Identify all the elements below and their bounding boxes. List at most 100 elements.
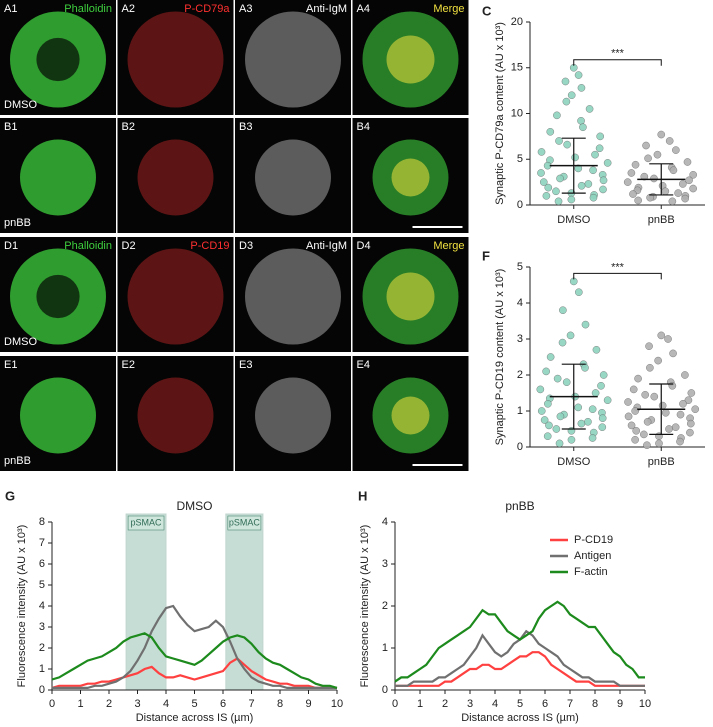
cell-signal: [245, 11, 341, 108]
cell-signal: [386, 35, 435, 84]
data-point: [674, 189, 682, 197]
x-tick-label: 4: [163, 698, 169, 710]
chart-title: pnBB: [505, 499, 534, 513]
data-point: [537, 169, 545, 177]
data-point: [687, 389, 696, 397]
data-point: [577, 117, 585, 125]
data-point: [689, 171, 697, 179]
data-point: [542, 192, 551, 200]
x-tick-label: 0: [49, 698, 55, 710]
data-point: [588, 405, 597, 414]
x-tick-label: 6: [542, 698, 548, 710]
annotation: pSMAC: [131, 517, 163, 527]
data-point: [544, 399, 552, 408]
significance-bracket: [573, 59, 662, 66]
panel-label: F: [482, 248, 490, 263]
data-point: [588, 434, 597, 442]
data-point: [598, 423, 607, 432]
y-tick-label: 3: [517, 333, 523, 345]
cell-signal: [391, 396, 430, 435]
data-point: [655, 439, 663, 448]
data-point: [687, 419, 695, 428]
y-axis-label: Synaptic P-CD19 content (AU x 10³): [494, 269, 506, 446]
data-point: [664, 335, 672, 343]
y-tick-label: 1: [382, 642, 388, 654]
y-tick-label: 0: [517, 199, 523, 211]
y-tick-label: 8: [39, 516, 45, 528]
data-point: [575, 288, 583, 297]
data-point: [595, 144, 604, 153]
data-point: [654, 356, 662, 365]
data-point: [589, 166, 597, 175]
data-point: [631, 160, 640, 169]
data-point: [689, 184, 697, 193]
psmac-tag: [227, 515, 262, 531]
y-tick-label: 20: [511, 16, 523, 28]
y-tick-label: 4: [517, 297, 523, 309]
panel-id: B4: [357, 121, 370, 133]
data-point: [665, 425, 673, 433]
data-point: [577, 419, 586, 428]
data-point: [650, 174, 658, 183]
data-point: [591, 389, 600, 397]
data-point: [543, 432, 552, 441]
data-point: [686, 428, 694, 437]
x-tick-label: pnBB: [648, 456, 675, 468]
x-tick-label: DMSO: [557, 214, 590, 226]
image-panel: [117, 0, 234, 115]
data-point: [559, 306, 567, 315]
y-tick-label: 1: [517, 405, 523, 417]
data-point: [661, 408, 670, 417]
x-tick-label: 1: [417, 698, 423, 710]
y-axis-label: Fluorescence intensity (AU x 10³): [359, 525, 371, 688]
data-point: [540, 416, 549, 424]
cell-signal: [255, 139, 331, 216]
x-tick-label: 9: [305, 698, 311, 710]
data-point: [624, 412, 633, 421]
data-point: [668, 197, 677, 206]
data-point: [596, 132, 604, 141]
data-point: [671, 423, 680, 432]
x-tick-label: 8: [592, 698, 598, 710]
data-point: [558, 338, 567, 347]
legend-label: F-actin: [574, 566, 608, 578]
data-point: [589, 193, 598, 202]
y-tick-label: 4: [382, 516, 388, 528]
channel-label: Merge: [433, 3, 464, 15]
data-point: [554, 197, 563, 206]
channel-label: P-CD79a: [184, 3, 230, 15]
data-point: [668, 381, 677, 390]
cell-signal: [391, 158, 430, 197]
data-point: [585, 105, 594, 113]
y-tick-label: 5: [39, 579, 45, 591]
data-point: [553, 374, 562, 383]
channel-label: P-CD19: [190, 240, 229, 252]
legend-label: Antigen: [574, 550, 611, 562]
data-point: [646, 193, 654, 202]
data-point: [574, 164, 583, 173]
x-tick-label: 0: [392, 698, 398, 710]
cell-signal: [137, 377, 214, 454]
x-tick-label: 2: [442, 698, 448, 710]
image-panel: [235, 356, 351, 471]
series-line: [394, 600, 645, 683]
condition-label: pnBB: [4, 217, 31, 229]
data-point: [684, 396, 693, 405]
y-tick-label: 2: [517, 369, 523, 381]
x-tick-label: 8: [277, 698, 283, 710]
data-point: [537, 148, 546, 156]
x-tick-label: 7: [248, 698, 254, 710]
data-point: [555, 439, 564, 448]
data-point: [567, 91, 576, 99]
data-point: [669, 349, 677, 358]
x-tick-label: pnBB: [648, 214, 675, 226]
data-point: [567, 435, 576, 444]
cell-signal: [20, 377, 96, 454]
condition-label: DMSO: [4, 99, 37, 111]
cell-signal: [245, 248, 341, 345]
channel-label: Merge: [433, 240, 464, 252]
data-point: [592, 345, 601, 354]
image-panel: [235, 237, 351, 352]
panel-id: D4: [357, 240, 371, 252]
y-tick-label: 4: [39, 600, 45, 612]
